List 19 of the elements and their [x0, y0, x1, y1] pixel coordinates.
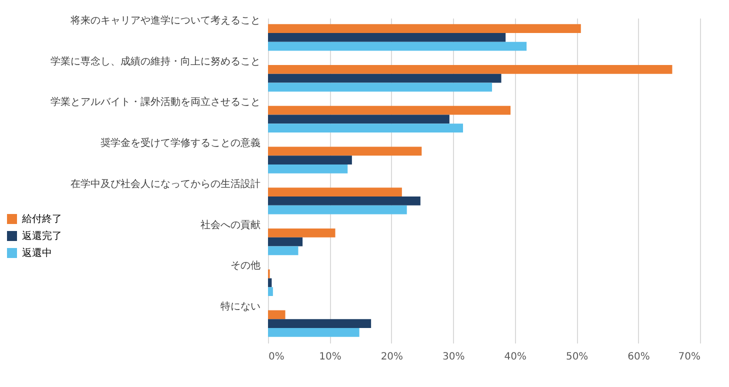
legend-label: 給付終了 [21, 213, 62, 225]
x-tick-label: 40% [504, 352, 526, 362]
legend-label: 返還完了 [22, 230, 62, 242]
x-tick-label: 20% [380, 352, 404, 362]
x-tick-label: 10% [319, 352, 342, 362]
y-tick-label: その他 [230, 260, 260, 272]
legend-label: 返還中 [22, 247, 52, 259]
y-tick-label: 奨学金を受けて学修することの意義 [100, 137, 260, 150]
y-tick-label: 将来のキャリアや進学について考えること [70, 14, 260, 26]
x-tick-label: 30% [442, 352, 465, 362]
x-tick-label: 50% [566, 352, 588, 362]
y-tick-label: 学業に専念し、成績の維持・向上に努めること [50, 55, 260, 68]
x-tick-label: 60% [628, 352, 650, 362]
x-tick-label: 0% [268, 352, 284, 362]
y-tick-label: 学業とアルバイト・課外活動を両立させること [50, 96, 260, 108]
y-tick-label: 社会への貢献 [200, 218, 260, 231]
y-tick-label: 特にない [220, 300, 260, 313]
x-tick-label: 70% [678, 352, 700, 362]
y-tick-label: 在学中及び社会人になってからの生活設計 [70, 178, 260, 190]
